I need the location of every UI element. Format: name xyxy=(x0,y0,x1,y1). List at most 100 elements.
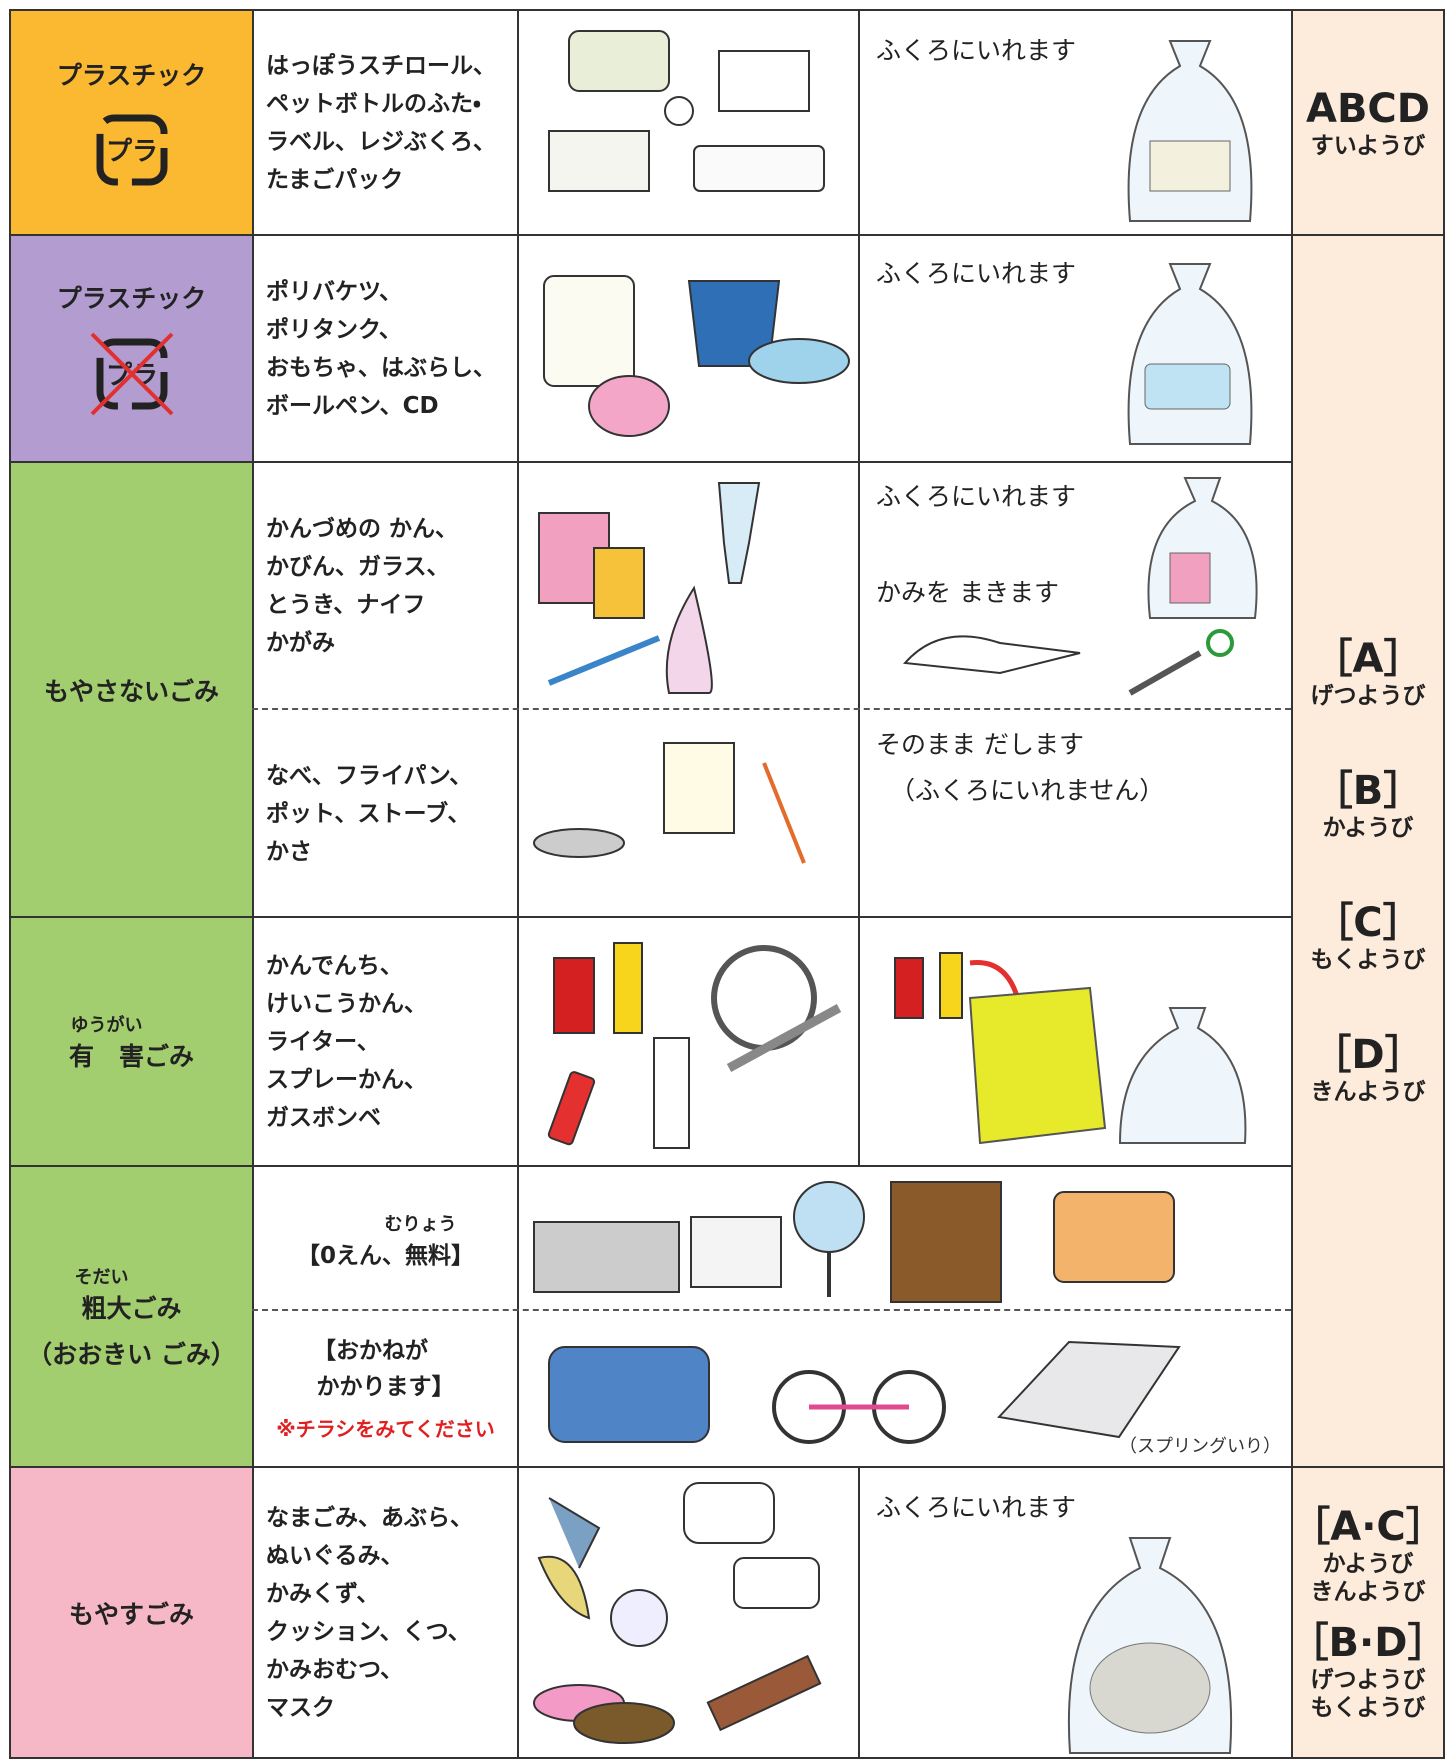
instruction: ふくろにいれます xyxy=(876,1493,1077,1522)
category-cell: もやすごみ xyxy=(9,1466,254,1759)
group-label: ［B·D］ xyxy=(1291,1619,1445,1666)
item: かんづめの かん、 xyxy=(266,516,459,542)
item: ライター、 xyxy=(266,1028,380,1055)
weekday: きんようび xyxy=(1310,1578,1426,1605)
icon-text: プラ xyxy=(105,137,157,167)
instruction-cell: ふくろにいれます xyxy=(858,234,1293,463)
items-cell: はっぽうスチロール、 ペットボトルのふた・ ラベル、レジぶくろ、 たまごパック xyxy=(252,9,519,236)
illustration xyxy=(894,952,1247,1145)
item-group: かんづめの かん、 かびん、ガラス、 とうき、ナイフ かがみ xyxy=(254,463,458,709)
schedule-cell: ［A·C］ かようび きんようび ［B·D］ げつようび もくようび xyxy=(1291,1466,1445,1759)
weekday: きんようび xyxy=(1310,1079,1426,1105)
category-cell: プラスチック プラ xyxy=(9,234,254,463)
category-reading: そだい xyxy=(74,1266,129,1288)
item: ラベル、レジぶくろ、 xyxy=(266,128,496,155)
bag xyxy=(1127,40,1253,222)
group-label: ［B］ xyxy=(1312,768,1424,814)
item-group: 【おかねが かかります】 ※チラシをみてください xyxy=(254,1314,517,1466)
instruction: （ふくろにいれません） xyxy=(890,776,1165,805)
bag xyxy=(1147,477,1258,619)
illustration xyxy=(543,275,850,437)
divider xyxy=(252,1309,1291,1311)
category-reading: ゆうがい xyxy=(70,1014,143,1036)
item: ガスボンベ xyxy=(266,1104,381,1131)
group-label: ［D］ xyxy=(1311,1032,1425,1078)
category: もやさないごみ xyxy=(43,676,219,706)
instruction: そのまま だします xyxy=(876,730,1084,759)
category-cell: ゆうがい 有 害ごみ xyxy=(9,916,254,1167)
image-cell xyxy=(517,234,860,463)
item: とうき、ナイフ xyxy=(266,592,426,618)
category-cell: そだい 粗大ごみ （おおきい ごみ） xyxy=(9,1165,254,1468)
illustration xyxy=(547,942,842,1149)
item: かかります】 xyxy=(316,1374,455,1400)
image-cell xyxy=(517,1466,860,1759)
weekday: もくようび xyxy=(1310,1694,1426,1721)
schedule-cell: ［A］ げつようび ［B］ かようび ［C］ もくようび ［D］ きんようび xyxy=(1291,234,1445,1468)
group-label: ［A·C］ xyxy=(1291,1503,1445,1550)
items-cell: かんづめの かん、 かびん、ガラス、 とうき、ナイフ かがみ なべ、フライパン、… xyxy=(252,461,519,918)
image-cell xyxy=(858,916,1293,1167)
note: ※チラシをみてください xyxy=(276,1417,495,1441)
item: クッション、くつ、 xyxy=(266,1618,471,1645)
bag xyxy=(1067,1537,1233,1754)
item: ポリバケツ、 xyxy=(266,278,403,305)
image-cell: （スプリングいり） xyxy=(517,1165,1293,1468)
weekday: すいようび xyxy=(1310,132,1426,159)
weekday: げつようび xyxy=(1310,683,1426,709)
weekday: かようび xyxy=(1322,1550,1414,1577)
item: けいこうかん、 xyxy=(266,990,427,1017)
category: もやすごみ xyxy=(68,1599,194,1629)
image-cell xyxy=(517,916,860,1167)
item: かがみ xyxy=(266,630,335,656)
bag xyxy=(1127,263,1253,445)
item: ぬいぐるみ、 xyxy=(266,1542,404,1569)
category-cell: もやさないごみ xyxy=(9,461,254,918)
item: なまごみ、あぶら、 xyxy=(266,1504,473,1531)
category: 粗大ごみ xyxy=(81,1293,182,1323)
item: ペットボトルのふた・ xyxy=(266,90,481,117)
illustration xyxy=(548,30,825,192)
instruction-cell: ふくろにいれます かみを まきます そのまま だします （ふくろにいれません） xyxy=(858,461,1293,918)
item: たまごパック xyxy=(266,166,404,193)
instruction: ふくろにいれます xyxy=(876,36,1077,65)
group-label: ABCD xyxy=(1305,85,1430,132)
weekday: もくようび xyxy=(1310,947,1426,973)
items-cell: なまごみ、あぶら、 ぬいぐるみ、 かみくず、 クッション、くつ、 かみおむつ、 … xyxy=(252,1466,519,1759)
divider xyxy=(252,708,1291,710)
schedule-cell: ABCD すいようび xyxy=(1291,9,1445,236)
item-group: むりょう 【0えん、無料】 xyxy=(254,1167,517,1312)
category: 有 害ごみ xyxy=(68,1041,194,1071)
item-group: なべ、フライパン、 ポット、ストーブ、 かさ xyxy=(254,711,472,916)
item: マスク xyxy=(266,1694,335,1721)
item: ポリタンク、 xyxy=(266,316,402,343)
instruction-cell: ふくろにいれます xyxy=(858,1466,1293,1759)
image-cell xyxy=(517,461,860,918)
illustration xyxy=(533,482,806,864)
items-cell: むりょう 【0えん、無料】 【おかねが かかります】 ※チラシをみてください xyxy=(252,1165,519,1468)
item: かびん、ガラス、 xyxy=(266,554,450,580)
recycle-icon: プラ xyxy=(96,114,167,185)
items-cell: ポリバケツ、 ポリタンク、 おもちゃ、はぶらし、 ボールペン、CD xyxy=(252,234,519,463)
category: プラスチック xyxy=(56,60,207,90)
item-reading: むりょう xyxy=(384,1213,457,1235)
item: スプレーかん、 xyxy=(266,1066,427,1093)
illustration xyxy=(533,1482,822,1744)
item: かさ xyxy=(266,838,312,865)
item: 【0えん、無料】 xyxy=(296,1242,474,1269)
item: おもちゃ、はぶらし、 xyxy=(266,354,496,381)
item: ポット、ストーブ、 xyxy=(266,800,471,827)
item: かみくず、 xyxy=(266,1580,380,1607)
group-label: ［C］ xyxy=(1313,900,1423,946)
recycle-icon-crossed: プラ xyxy=(90,332,173,415)
weekday: かようび xyxy=(1322,815,1414,841)
item: かんでんち、 xyxy=(266,952,403,979)
category-note: （おおきい ごみ） xyxy=(27,1339,236,1369)
category-cell: プラスチック プラ xyxy=(9,9,254,236)
image-caption: （スプリングいり） xyxy=(1119,1436,1281,1457)
item: 【おかねが xyxy=(313,1338,428,1364)
illustration xyxy=(902,629,1234,696)
items-cell: かんでんち、 けいこうかん、 ライター、 スプレーかん、 ガスボンベ xyxy=(252,916,519,1167)
instruction: ふくろにいれます xyxy=(876,482,1077,511)
